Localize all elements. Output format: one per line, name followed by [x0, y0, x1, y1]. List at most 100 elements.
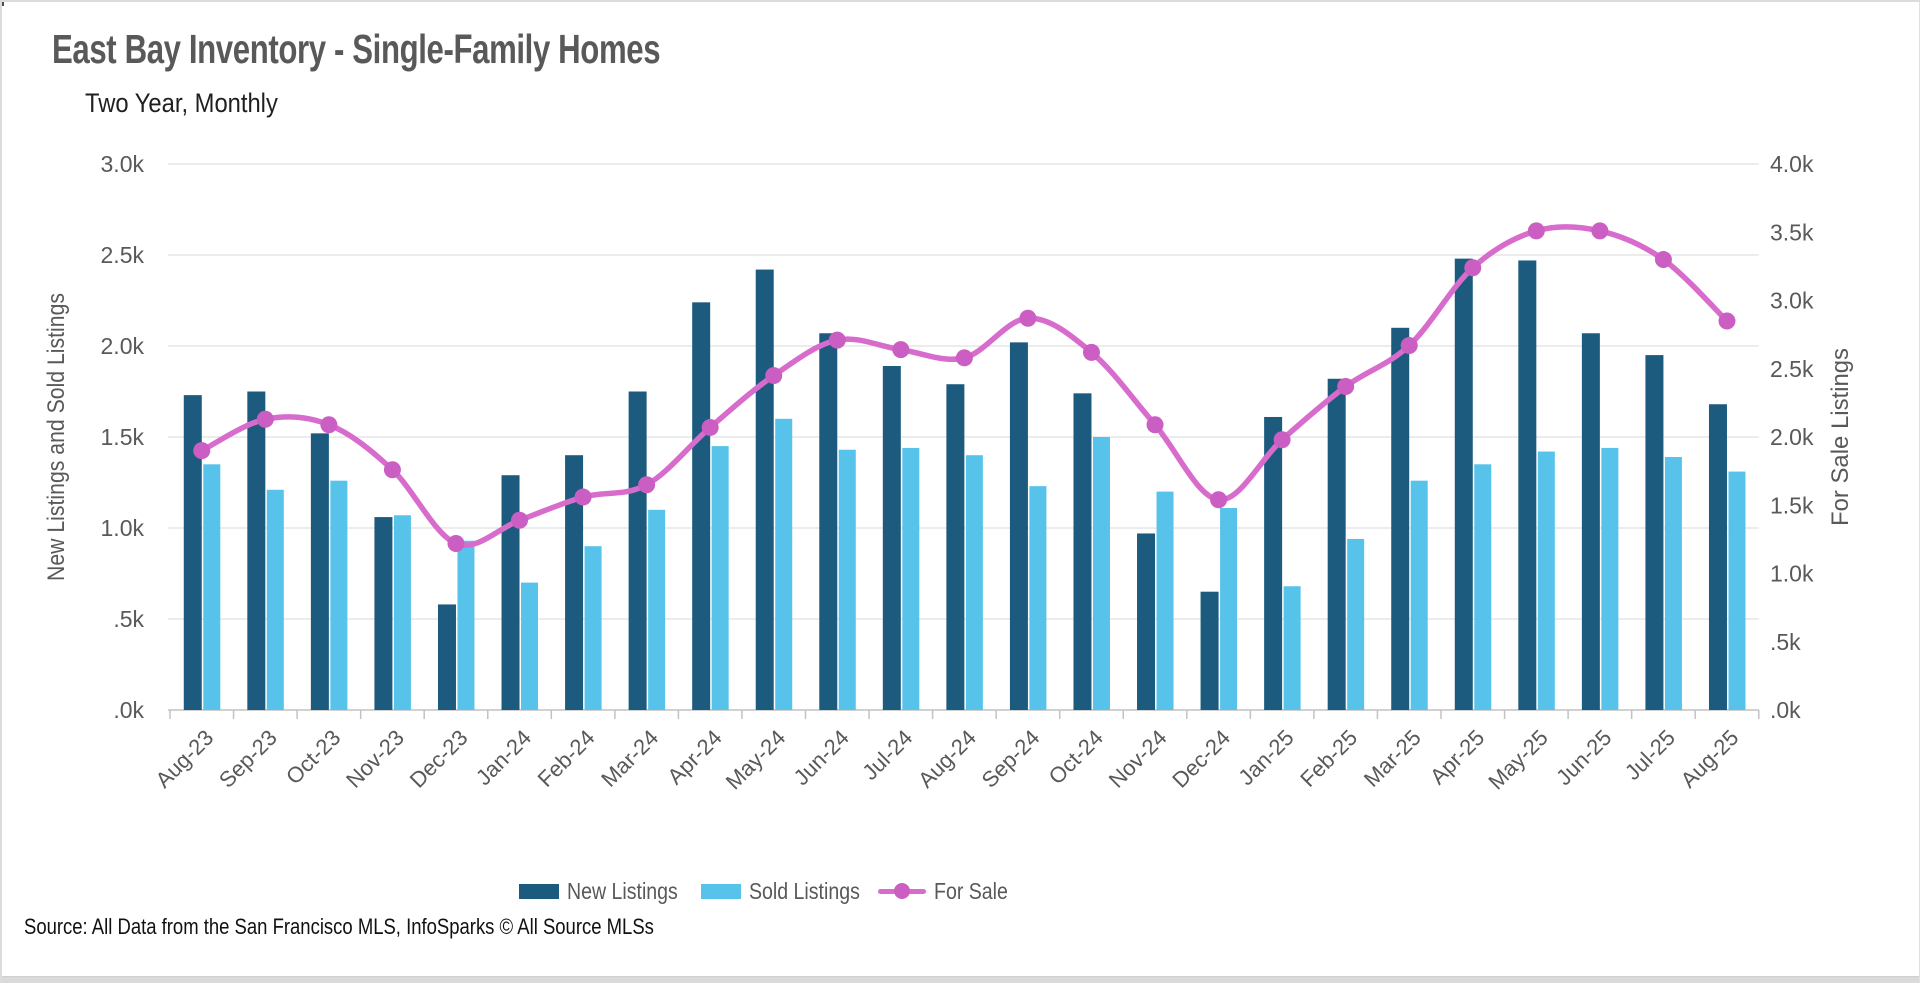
bar-sold-listings[interactable]	[1092, 437, 1110, 710]
bar-new-listings[interactable]	[1518, 260, 1537, 710]
for-sale-point[interactable]	[574, 488, 592, 506]
x-tick-label: Jul-24	[857, 725, 917, 785]
bar-new-listings[interactable]	[374, 517, 393, 710]
for-sale-point[interactable]	[256, 410, 274, 428]
for-sale-point[interactable]	[1210, 491, 1228, 509]
for-sale-point[interactable]	[1146, 416, 1164, 434]
bar-sold-listings[interactable]	[1347, 538, 1365, 710]
for-sale-point[interactable]	[765, 367, 783, 385]
new-listings-swatch-icon	[519, 883, 559, 899]
bar-sold-listings[interactable]	[838, 449, 856, 710]
for-sale-point[interactable]	[447, 534, 465, 552]
bar-sold-listings[interactable]	[775, 418, 793, 710]
bar-sold-listings[interactable]	[1156, 491, 1174, 710]
legend-item-sold-listings[interactable]: Sold Listings	[701, 879, 879, 902]
for-sale-point[interactable]	[1082, 343, 1100, 361]
bar-sold-listings[interactable]	[1029, 486, 1047, 710]
for-sale-point[interactable]	[1464, 259, 1482, 277]
for-sale-point[interactable]	[1654, 251, 1672, 269]
bar-new-listings[interactable]	[565, 455, 584, 710]
for-sale-point[interactable]	[1527, 222, 1545, 240]
bar-new-listings[interactable]	[501, 475, 520, 710]
bar-new-listings[interactable]	[183, 395, 202, 710]
x-axis	[169, 710, 1760, 719]
bar-series	[183, 258, 1746, 711]
bar-sold-listings[interactable]	[648, 509, 666, 710]
bar-sold-listings[interactable]	[393, 515, 411, 710]
for-sale-point[interactable]	[1591, 222, 1609, 240]
x-tick-label: Feb-25	[1295, 725, 1362, 792]
bar-new-listings[interactable]	[247, 391, 266, 711]
bar-sold-listings[interactable]	[965, 455, 983, 710]
left-axis-tick-label: 2.0k	[101, 333, 145, 359]
left-axis-tick-label: .5k	[113, 606, 144, 632]
bar-new-listings[interactable]	[1645, 355, 1664, 710]
for-sale-point[interactable]	[1400, 337, 1418, 355]
bar-sold-listings[interactable]	[711, 446, 729, 710]
page-title: East Bay Inventory - Single-Family Homes	[52, 26, 661, 72]
bar-sold-listings[interactable]	[1474, 464, 1492, 710]
bar-new-listings[interactable]	[946, 384, 965, 710]
for-sale-point[interactable]	[1718, 312, 1736, 330]
for-sale-point[interactable]	[1337, 377, 1355, 395]
bar-sold-listings[interactable]	[266, 489, 284, 710]
bar-new-listings[interactable]	[755, 269, 774, 710]
bar-new-listings[interactable]	[1391, 327, 1410, 710]
bar-new-listings[interactable]	[310, 433, 329, 710]
bar-sold-listings[interactable]	[584, 546, 602, 710]
bar-new-listings[interactable]	[437, 604, 456, 710]
for-sale-point[interactable]	[511, 511, 529, 529]
bar-sold-listings[interactable]	[203, 464, 221, 710]
for-sale-point[interactable]	[701, 418, 719, 436]
bar-new-listings[interactable]	[1264, 416, 1283, 710]
bar-new-listings[interactable]	[1454, 258, 1473, 710]
for-sale-point[interactable]	[193, 442, 211, 460]
bar-sold-listings[interactable]	[902, 447, 920, 710]
for-sale-point[interactable]	[1273, 431, 1291, 449]
legend-item-for-sale[interactable]: For Sale	[878, 879, 1021, 902]
x-tick-label: Aug-24	[913, 725, 981, 793]
legend-label: New Listings	[567, 877, 678, 904]
for-sale-point[interactable]	[828, 331, 846, 349]
right-axis-tick-label: 3.5k	[1770, 219, 1814, 245]
bar-sold-listings[interactable]	[1664, 457, 1682, 710]
for-sale-point[interactable]	[383, 461, 401, 479]
for-sale-point[interactable]	[1019, 309, 1037, 327]
for-sale-point[interactable]	[955, 349, 973, 367]
bar-new-listings[interactable]	[1137, 533, 1156, 710]
bar-sold-listings[interactable]	[1410, 480, 1428, 710]
x-tick-label: May-24	[721, 725, 791, 795]
bar-sold-listings[interactable]	[1537, 451, 1555, 710]
bar-new-listings[interactable]	[1073, 393, 1092, 710]
left-axis-tick-label: .0k	[113, 697, 144, 723]
bottom-window-edge	[2, 976, 1919, 983]
bar-new-listings[interactable]	[692, 302, 711, 710]
for-sale-point[interactable]	[638, 476, 656, 494]
bar-new-listings[interactable]	[882, 366, 901, 710]
bar-new-listings[interactable]	[819, 333, 838, 710]
bar-new-listings[interactable]	[1581, 333, 1600, 710]
bar-sold-listings[interactable]	[330, 480, 348, 710]
for-sale-point[interactable]	[320, 416, 338, 434]
right-axis-tick-label: 1.5k	[1770, 492, 1814, 518]
bar-sold-listings[interactable]	[1283, 586, 1301, 710]
bar-new-listings[interactable]	[1327, 378, 1346, 710]
bar-new-listings[interactable]	[1009, 342, 1028, 710]
bar-new-listings[interactable]	[628, 391, 647, 711]
x-tick-label: Dec-23	[405, 725, 473, 793]
bar-sold-listings[interactable]	[1728, 471, 1746, 710]
bar-sold-listings[interactable]	[1220, 507, 1238, 710]
left-axis-tick-label: 1.5k	[101, 424, 145, 450]
left-axis-tick-label: 1.0k	[101, 515, 145, 541]
bar-sold-listings[interactable]	[1601, 447, 1619, 710]
x-tick-label: Jan-24	[471, 725, 536, 790]
x-tick-label: Mar-25	[1359, 725, 1426, 792]
bar-new-listings[interactable]	[1708, 404, 1727, 710]
for-sale-point[interactable]	[892, 341, 910, 359]
bar-sold-listings[interactable]	[521, 582, 539, 710]
bar-sold-listings[interactable]	[457, 540, 475, 710]
bar-new-listings[interactable]	[1200, 591, 1219, 710]
page-subtitle: Two Year, Monthly	[85, 88, 278, 118]
legend-item-new-listings[interactable]: New Listings	[519, 877, 697, 904]
